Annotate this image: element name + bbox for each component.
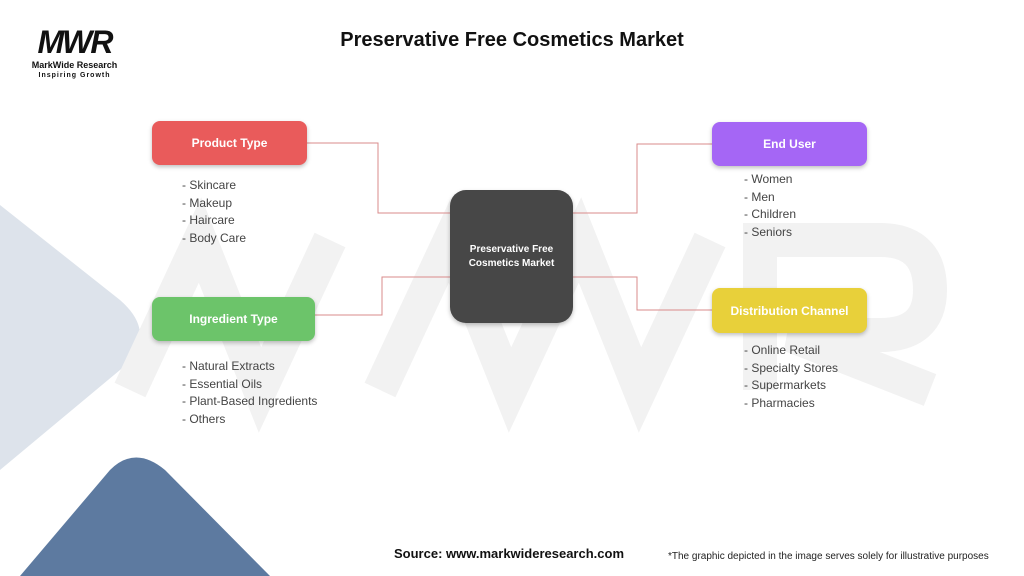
source-text: Source: www.markwideresearch.com xyxy=(394,546,625,561)
list-item: - Body Care xyxy=(182,230,247,245)
bg-shape-light xyxy=(0,205,140,470)
page-title: Preservative Free Cosmetics Market xyxy=(340,29,684,51)
list-item: - Skincare xyxy=(182,178,237,192)
list-item: - Makeup xyxy=(182,195,233,210)
center-line1: Preservative Free xyxy=(469,243,554,255)
list-item: - Specialty Stores xyxy=(744,360,839,375)
logo-tagline: Inspiring Growth xyxy=(38,72,111,79)
bg-shape-dark xyxy=(20,457,270,576)
end-user-list: - Women - Men - Children - Seniors xyxy=(744,171,796,241)
center-node: Preservative Free Cosmetics Market xyxy=(450,190,573,323)
product-type-node: Product Type xyxy=(152,121,307,165)
distribution-channel-list: - Online Retail - Specialty Stores - Sup… xyxy=(744,342,838,412)
list-item: - Online Retail xyxy=(744,343,821,357)
list-item: - Pharmacies xyxy=(744,395,815,410)
list-item: - Natural Extracts xyxy=(182,359,275,373)
logo-name: MarkWide Research xyxy=(31,60,118,70)
list-item: - Women xyxy=(744,172,793,186)
ingredient-type-list: - Natural Extracts - Essential Oils - Pl… xyxy=(182,358,317,428)
product-type-list: - Skincare - Makeup - Haircare - Body Ca… xyxy=(182,177,246,247)
disclaimer-text: *The graphic depicted in the image serve… xyxy=(668,551,989,562)
center-line2: Cosmetics Market xyxy=(468,257,555,269)
list-item: - Haircare xyxy=(182,213,235,227)
list-item: - Plant-Based Ingredients xyxy=(182,394,318,408)
logo: MWR MarkWide Research Inspiring Growth xyxy=(22,24,127,80)
connector-lines xyxy=(307,142,712,316)
logo-mark: MWR xyxy=(37,24,114,60)
list-item: - Children xyxy=(744,207,797,221)
list-item: - Seniors xyxy=(744,224,793,239)
list-item: - Others xyxy=(182,411,226,426)
list-item: - Essential Oils xyxy=(182,376,263,391)
end-user-node: End User xyxy=(712,122,867,166)
list-item: - Supermarkets xyxy=(744,378,827,392)
ingredient-type-node: Ingredient Type xyxy=(152,297,315,341)
distribution-channel-node: Distribution Channel xyxy=(712,288,867,333)
list-item: - Men xyxy=(744,189,775,204)
